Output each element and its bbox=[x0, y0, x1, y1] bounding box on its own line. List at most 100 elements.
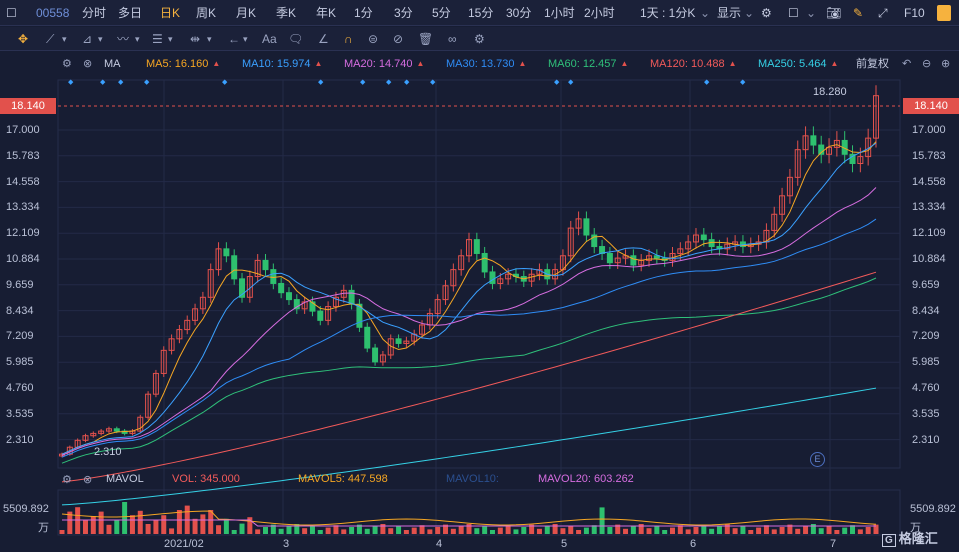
plot-area bbox=[57, 79, 901, 469]
pencil-icon[interactable]: ✎ bbox=[853, 6, 864, 20]
price-tick-right: 14.558 bbox=[912, 175, 946, 188]
period-tab[interactable]: 1分 bbox=[354, 6, 373, 20]
zoom-in-icon[interactable]: ⊕ bbox=[941, 58, 951, 70]
trash-icon[interactable]: 🗑︎ bbox=[418, 32, 434, 46]
chevron-down-icon[interactable]: ▾ bbox=[62, 34, 67, 44]
volume-bar bbox=[505, 525, 511, 534]
link-icon[interactable]: ∞ bbox=[448, 32, 457, 46]
text-tool[interactable]: Aa bbox=[262, 32, 277, 46]
volume-bar bbox=[286, 526, 292, 534]
candle-body bbox=[489, 271, 496, 284]
candle-body bbox=[176, 329, 183, 340]
chevron-down-icon[interactable]: ⌄ bbox=[700, 6, 711, 20]
period-tab[interactable]: 月K bbox=[236, 6, 257, 20]
stock-code[interactable]: 00558 bbox=[36, 6, 70, 20]
x-axis-label: 2021/02 bbox=[164, 538, 204, 550]
period-tab[interactable]: 15分 bbox=[468, 6, 494, 20]
price-tick-left: 2.310 bbox=[6, 433, 34, 446]
settings-gear-icon[interactable]: ⚙ bbox=[62, 58, 72, 70]
chevron-down-icon[interactable]: ▾ bbox=[135, 34, 140, 44]
period-tab[interactable]: 分时 bbox=[82, 6, 107, 20]
ma-value-5: MA120: 10.488 ▲ bbox=[650, 52, 737, 76]
event-dot: ◆ bbox=[554, 79, 560, 86]
move-crosshair-icon[interactable]: ✥ bbox=[18, 32, 29, 46]
range-tool-icon[interactable]: ⇹ bbox=[190, 32, 201, 46]
wave-tool-icon[interactable]: 〰 bbox=[117, 32, 130, 46]
chevron-down-icon[interactable]: ▾ bbox=[168, 34, 173, 44]
checkbox-icon[interactable]: ☐ bbox=[788, 6, 799, 20]
f10-button[interactable]: F10 bbox=[904, 6, 925, 20]
arrow-tool-icon[interactable]: ← bbox=[228, 32, 240, 46]
magnet-icon[interactable]: ∩ bbox=[344, 32, 353, 46]
volume-bar bbox=[873, 524, 879, 534]
volume-bar bbox=[787, 524, 793, 534]
volume-bar bbox=[497, 527, 503, 534]
comment-icon[interactable]: 🗨︎ bbox=[288, 32, 304, 46]
sidebar-toggle-icon[interactable] bbox=[937, 5, 951, 21]
chevron-down-icon[interactable]: ▾ bbox=[98, 34, 103, 44]
candle-body bbox=[833, 139, 840, 148]
volume-bar bbox=[364, 528, 370, 534]
chevron-down-icon[interactable]: ⌄ bbox=[806, 6, 817, 20]
candle-body bbox=[199, 296, 206, 310]
channel-tool-icon[interactable]: ⊿ bbox=[82, 32, 93, 46]
event-dot: ◆ bbox=[144, 79, 150, 86]
zoom-out-icon[interactable]: ⊖ bbox=[922, 58, 932, 70]
period-tab[interactable]: 2小时 bbox=[584, 6, 615, 20]
event-marker-icon[interactable]: E bbox=[810, 452, 825, 467]
volume-bar bbox=[270, 524, 276, 534]
close-icon[interactable]: ⊗ bbox=[83, 58, 93, 70]
volume-bar bbox=[247, 517, 253, 534]
volume-bar bbox=[302, 528, 308, 534]
volume-bar bbox=[396, 525, 402, 534]
undo-icon[interactable]: ↶ bbox=[902, 58, 912, 70]
volume-bar bbox=[568, 525, 574, 534]
candle-body bbox=[145, 393, 152, 418]
candle-body bbox=[497, 278, 504, 284]
period-tab[interactable]: 5分 bbox=[432, 6, 451, 20]
ma-value-3: MA30: 13.730 ▲ bbox=[446, 52, 526, 76]
price-tick-right: 9.659 bbox=[912, 278, 940, 291]
camera-icon[interactable]: 📷︎ bbox=[826, 6, 842, 20]
volume-bar bbox=[419, 525, 425, 534]
interval-select[interactable]: 1天 : 1分K bbox=[640, 6, 696, 20]
candle-body bbox=[567, 227, 574, 257]
fib-tool-icon[interactable]: ☰ bbox=[152, 32, 163, 46]
ruler-icon[interactable]: ∠ bbox=[318, 32, 329, 46]
square-checkbox-icon[interactable]: ☐ bbox=[6, 6, 17, 20]
period-tab[interactable]: 季K bbox=[276, 6, 297, 20]
hide-drawing-icon[interactable]: ⊘ bbox=[393, 32, 404, 46]
period-tab[interactable]: 日K bbox=[160, 6, 181, 20]
close-icon[interactable]: ⊗ bbox=[83, 474, 93, 486]
settings-gear-icon[interactable]: ⚙ bbox=[474, 32, 485, 46]
adjust-mode[interactable]: 前复权 bbox=[856, 58, 889, 70]
trend-up-icon: ▲ bbox=[518, 59, 527, 68]
period-tab[interactable]: 周K bbox=[196, 6, 217, 20]
chevron-down-icon[interactable]: ▾ bbox=[243, 34, 248, 44]
period-tab[interactable]: 年K bbox=[316, 6, 337, 20]
chevron-down-icon[interactable]: ⌄ bbox=[744, 6, 755, 20]
lock-drawing-icon[interactable]: ⊜ bbox=[368, 32, 379, 46]
volume-bar bbox=[129, 515, 135, 534]
candle-body bbox=[677, 248, 684, 254]
candle-body bbox=[239, 278, 246, 298]
settings-gear-icon[interactable]: ⚙ bbox=[761, 6, 772, 20]
price-tick-left: 12.109 bbox=[6, 227, 40, 240]
candle-body bbox=[505, 273, 512, 280]
candle-body bbox=[419, 324, 426, 335]
chevron-down-icon[interactable]: ▾ bbox=[207, 34, 212, 44]
volume-bar bbox=[607, 527, 613, 534]
candle-body bbox=[583, 218, 590, 236]
price-tick-left: 4.760 bbox=[6, 382, 34, 394]
line-tool-icon[interactable]: ⟋ bbox=[46, 32, 55, 46]
period-tab[interactable]: 1小时 bbox=[544, 6, 575, 20]
candle-body bbox=[246, 276, 253, 298]
period-tab[interactable]: 3分 bbox=[394, 6, 413, 20]
period-tab[interactable]: 30分 bbox=[506, 6, 532, 20]
settings-gear-icon[interactable]: ⚙ bbox=[62, 474, 72, 486]
volume-bar bbox=[294, 524, 300, 534]
period-tab[interactable]: 多日 bbox=[118, 6, 143, 20]
fullscreen-icon[interactable]: ⤢ bbox=[878, 6, 888, 20]
display-menu[interactable]: 显示 bbox=[717, 6, 742, 20]
